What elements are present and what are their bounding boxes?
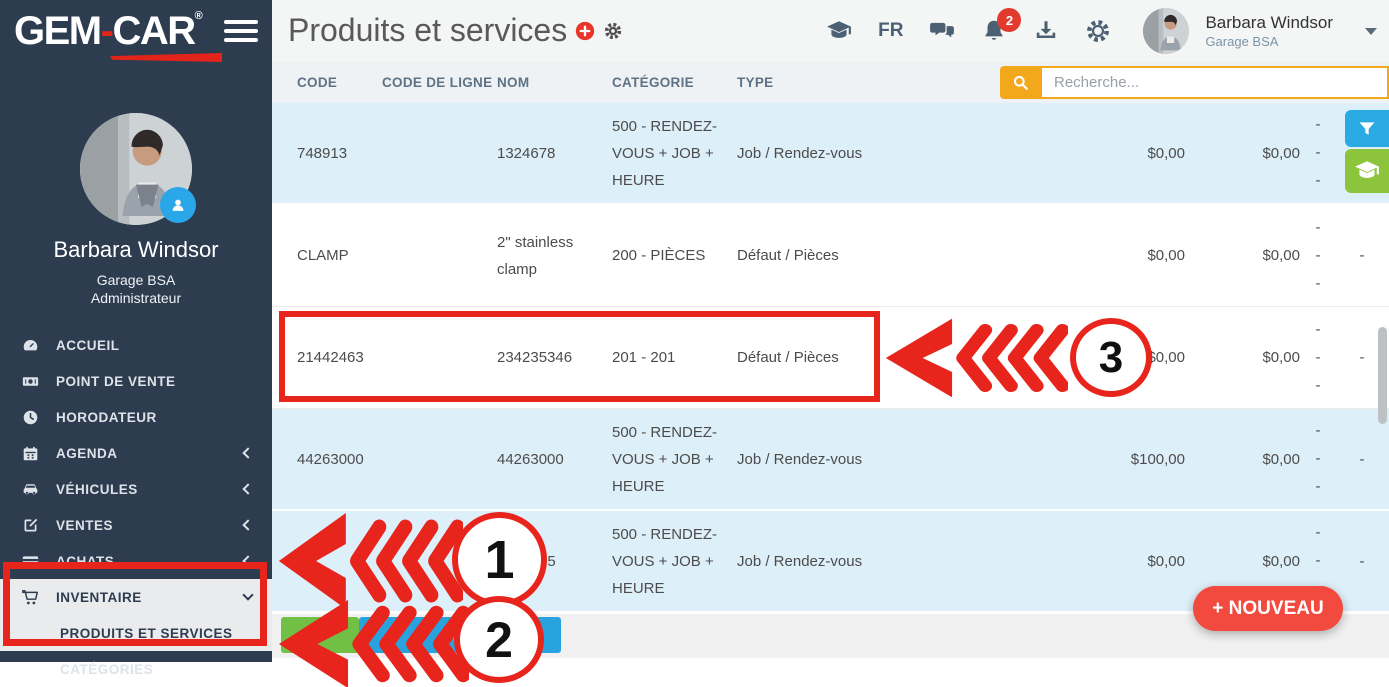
- user-menu[interactable]: Barbara Windsor Garage BSA: [1205, 12, 1333, 50]
- sidebar: GEM-CAR® Barbara Windsor Garage BSA Admi…: [0, 0, 272, 677]
- profile-role: Administrateur: [90, 290, 182, 306]
- sidebar-item-produits-et-services[interactable]: PRODUITS ET SERVICES: [0, 615, 272, 651]
- download-icon[interactable]: [1033, 18, 1059, 44]
- topbar: Produits et services FR 2 Barbara Win: [272, 0, 1389, 62]
- logo-swoosh: [110, 53, 222, 62]
- sidebar-item-achats[interactable]: ACHATS: [0, 543, 272, 579]
- clock-icon: [20, 409, 40, 426]
- gauge-icon: [20, 337, 40, 354]
- table-row[interactable]: CLAMP 2" stainless clamp 200 - PIÈCES Dé…: [272, 205, 1389, 307]
- chevron-left-icon: [242, 483, 254, 495]
- main-content: Produits et services FR 2 Barbara Win: [272, 0, 1389, 660]
- sidebar-item-ventes[interactable]: VENTES: [0, 507, 272, 543]
- user-badge-icon[interactable]: [160, 187, 196, 223]
- calendar-icon: [20, 445, 40, 462]
- column-header-categorie[interactable]: CATÉGORIE: [612, 75, 694, 90]
- training-button[interactable]: [1345, 149, 1389, 193]
- search-button[interactable]: [1000, 66, 1040, 99]
- profile-avatar: [80, 113, 192, 225]
- sidebar-item-categories[interactable]: CATÉGORIES: [60, 661, 154, 677]
- graduation-cap-icon: [1355, 161, 1379, 178]
- hamburger-menu-icon[interactable]: [224, 20, 258, 42]
- search-icon: [1013, 75, 1028, 90]
- table-row[interactable]: 44263000 44263000 500 - RENDEZ-VOUS + JO…: [272, 409, 1389, 511]
- chevron-left-icon: [242, 447, 254, 459]
- logo-registered-mark: ®: [194, 10, 203, 22]
- sidebar-item-inventaire[interactable]: INVENTAIRE: [0, 579, 272, 615]
- products-table: 748913 1324678 500 - RENDEZ-VOUS + JOB +…: [272, 103, 1389, 613]
- car-icon: [20, 481, 40, 498]
- add-icon[interactable]: [575, 21, 595, 41]
- gear-icon[interactable]: [1085, 18, 1111, 44]
- profile-company: Garage BSA: [96, 272, 176, 288]
- chevron-left-icon: [242, 519, 254, 531]
- filter-funnel-icon: [1359, 121, 1375, 135]
- column-header-nom[interactable]: NOM: [497, 75, 530, 90]
- user-name: Barbara Windsor: [1205, 13, 1333, 33]
- table-row-highlighted[interactable]: 21442463 234235346 201 - 201 Défaut / Pi…: [272, 307, 1389, 409]
- footer-blue-button[interactable]: et se: [359, 617, 561, 653]
- logo-text: GEM-CAR: [14, 9, 196, 53]
- chevron-left-icon: [242, 555, 254, 567]
- vertical-scrollbar[interactable]: [1378, 327, 1387, 424]
- sidebar-profile: Barbara Windsor Garage BSA Administrateu…: [0, 62, 272, 306]
- column-header-code[interactable]: CODE: [297, 75, 338, 90]
- gemcar-logo: GEM-CAR®: [14, 9, 222, 62]
- notification-count-badge: 2: [997, 8, 1022, 32]
- profile-name: Barbara Windsor: [53, 237, 219, 262]
- page-title: Produits et services: [288, 12, 568, 48]
- footer-green-button[interactable]: [281, 617, 359, 653]
- column-header-type[interactable]: TYPE: [737, 75, 774, 90]
- sidebar-menu: ACCUEIL POINT DE VENTE HORODATEUR AGENDA…: [0, 327, 272, 687]
- training-cap-icon[interactable]: [826, 18, 852, 44]
- sidebar-item-point-de-vente[interactable]: POINT DE VENTE: [0, 363, 272, 399]
- cart-icon: [20, 589, 40, 606]
- new-button[interactable]: + NOUVEAU: [1193, 586, 1343, 631]
- sidebar-item-accueil[interactable]: ACCUEIL: [0, 327, 272, 363]
- search-input[interactable]: [1040, 66, 1389, 99]
- sidebar-item-vehicules[interactable]: VÉHICULES: [0, 471, 272, 507]
- language-switcher[interactable]: FR: [878, 20, 904, 41]
- table-row[interactable]: 748913 1324678 500 - RENDEZ-VOUS + JOB +…: [272, 103, 1389, 205]
- column-header-code-de-ligne[interactable]: CODE DE LIGNE: [382, 75, 493, 90]
- sidebar-item-agenda[interactable]: AGENDA: [0, 435, 272, 471]
- filter-button[interactable]: [1345, 110, 1389, 147]
- sidebar-item-horodateur[interactable]: HORODATEUR: [0, 399, 272, 435]
- edit-icon: [20, 517, 40, 534]
- cash-icon: [20, 373, 40, 390]
- table-header: CODE CODE DE LIGNE NOM CATÉGORIE TYPE: [272, 62, 1389, 103]
- chat-icon[interactable]: [929, 18, 955, 44]
- settings-gear-icon[interactable]: [603, 21, 623, 41]
- logo-bar: GEM-CAR®: [0, 0, 272, 62]
- chevron-down-icon[interactable]: [1365, 27, 1377, 35]
- credit-card-icon: [20, 553, 40, 570]
- chevron-down-icon: [242, 589, 254, 601]
- user-avatar[interactable]: [1143, 8, 1190, 54]
- user-company: Garage BSA: [1205, 33, 1279, 49]
